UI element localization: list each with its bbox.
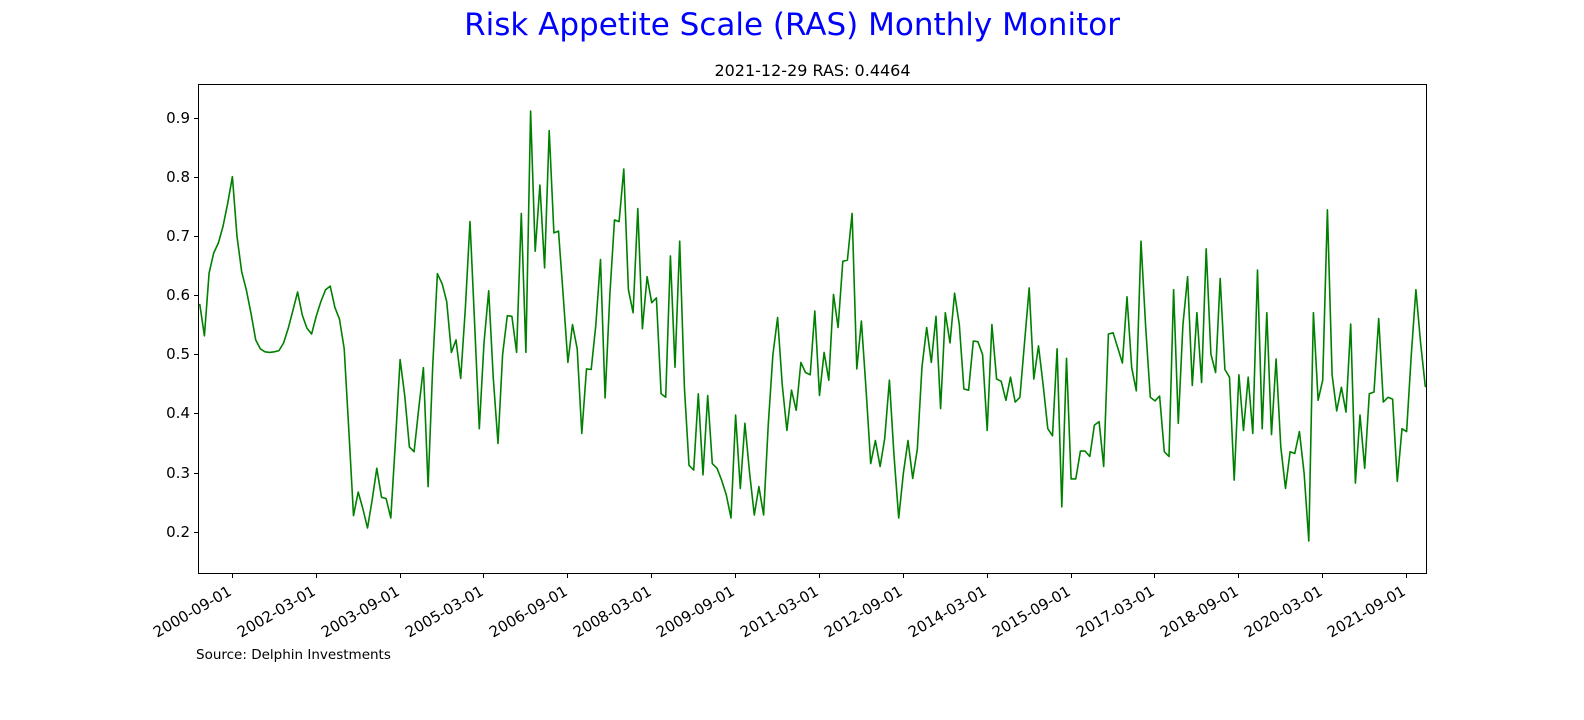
x-tick-mark bbox=[567, 574, 569, 578]
x-tick-mark bbox=[1154, 574, 1156, 578]
y-tick-label: 0.4 bbox=[166, 404, 190, 423]
x-tick-mark bbox=[902, 574, 904, 578]
x-tick-label: 2002-03-01 bbox=[234, 582, 319, 642]
ras-line-series bbox=[199, 110, 1426, 542]
y-tick-mark bbox=[194, 472, 198, 474]
x-tick-label: 2011-03-01 bbox=[737, 582, 822, 642]
y-tick-label: 0.8 bbox=[166, 167, 190, 186]
x-tick-label: 2014-03-01 bbox=[905, 582, 990, 642]
y-tick-mark bbox=[194, 117, 198, 119]
plot-area bbox=[198, 84, 1427, 574]
x-tick-mark bbox=[1070, 574, 1072, 578]
x-tick-label: 2008-03-01 bbox=[569, 582, 655, 642]
x-tick-mark bbox=[1406, 574, 1408, 578]
y-tick-label: 0.3 bbox=[166, 463, 190, 482]
y-tick-mark bbox=[194, 413, 198, 415]
y-tick-label: 0.7 bbox=[166, 226, 190, 245]
x-tick-mark bbox=[651, 574, 653, 578]
x-tick-label: 2000-09-01 bbox=[150, 582, 235, 642]
y-tick-mark bbox=[194, 235, 198, 237]
y-tick-label: 0.5 bbox=[166, 345, 190, 364]
y-tick-mark bbox=[194, 295, 198, 297]
x-tick-mark bbox=[1238, 574, 1240, 578]
x-tick-mark bbox=[735, 574, 737, 578]
y-tick-mark bbox=[194, 354, 198, 356]
source-note: Source: Delphin Investments bbox=[196, 647, 391, 663]
y-tick-mark bbox=[194, 176, 198, 178]
y-tick-mark bbox=[194, 531, 198, 533]
x-tick-label: 2003-09-01 bbox=[318, 582, 403, 642]
x-tick-mark bbox=[483, 574, 485, 578]
ras-line-chart bbox=[199, 110, 1426, 542]
chart-title: Risk Appetite Scale (RAS) Monthly Monito… bbox=[464, 7, 1120, 43]
x-tick-label: 2017-03-01 bbox=[1072, 582, 1158, 642]
x-tick-label: 2005-03-01 bbox=[401, 582, 487, 642]
x-tick-mark bbox=[818, 574, 820, 578]
x-tick-mark bbox=[1322, 574, 1324, 578]
x-tick-mark bbox=[399, 574, 401, 578]
x-tick-mark bbox=[231, 574, 233, 578]
x-tick-label: 2009-09-01 bbox=[653, 582, 739, 642]
x-tick-label: 2021-09-01 bbox=[1324, 582, 1410, 642]
y-tick-label: 0.6 bbox=[166, 286, 190, 305]
x-tick-label: 2018-09-01 bbox=[1156, 582, 1242, 642]
x-tick-label: 2006-09-01 bbox=[485, 582, 571, 642]
y-tick-label: 0.9 bbox=[166, 108, 190, 127]
x-tick-label: 2020-03-01 bbox=[1240, 582, 1326, 642]
x-tick-label: 2012-09-01 bbox=[821, 582, 906, 642]
chart-subtitle: 2021-12-29 RAS: 0.4464 bbox=[714, 61, 911, 80]
y-tick-label: 0.2 bbox=[166, 522, 190, 541]
x-tick-mark bbox=[315, 574, 317, 578]
x-tick-mark bbox=[986, 574, 988, 578]
x-tick-label: 2015-09-01 bbox=[989, 582, 1074, 642]
